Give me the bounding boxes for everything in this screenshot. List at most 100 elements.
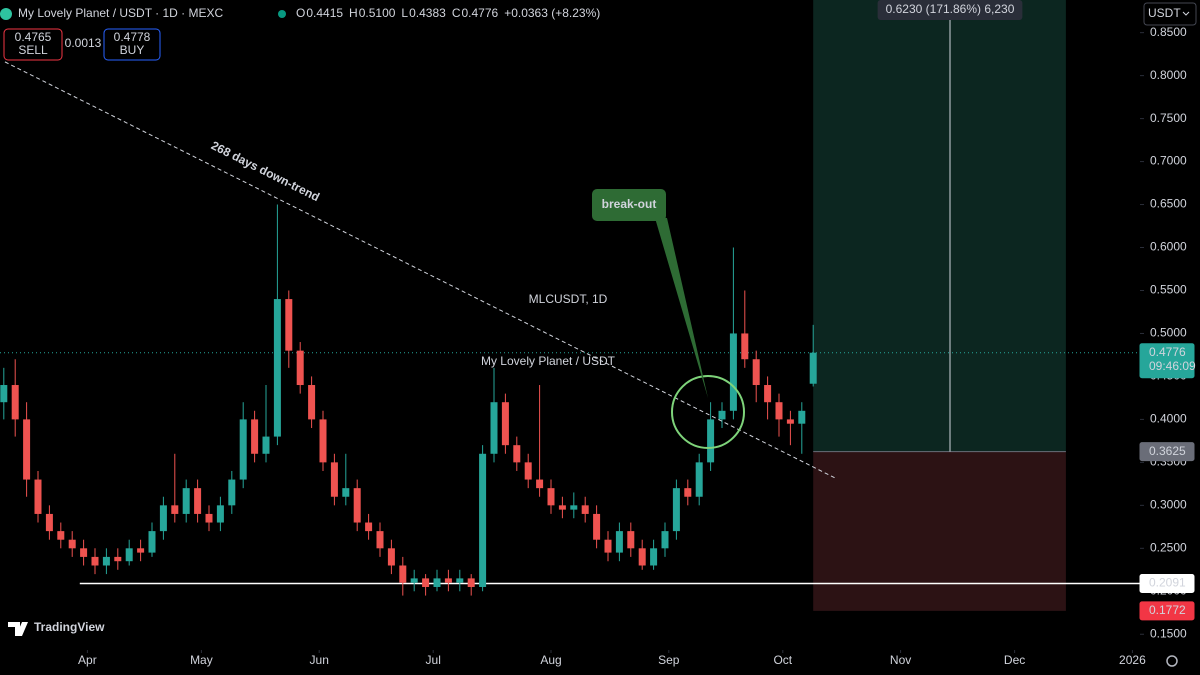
x-tick-label: Oct [773,653,792,667]
support-price: 0.2091 [1149,576,1186,590]
candle-body [444,578,452,583]
y-tick-label: 0.8500 [1150,25,1187,39]
logo-mark [8,622,28,636]
candle-body [410,578,418,583]
y-tick-label: 0.4000 [1150,412,1187,426]
candle-body [547,488,555,506]
candle-body [205,513,213,523]
candle-body [456,578,464,583]
dropdown-arrow [1182,11,1190,16]
candle-body [353,488,361,523]
y-tick-label: 0.5000 [1150,326,1187,340]
symbol-icon [0,8,12,20]
candle-body [148,531,156,553]
logo: TradingView [34,620,105,634]
candle-body [194,488,202,514]
candle-body [273,299,281,437]
candle-body [707,419,715,463]
candle-body [558,505,566,510]
x-tick-label: Jun [310,653,329,667]
measure-label-box [877,0,1023,20]
candle-body [718,410,726,420]
candle-body [786,419,794,424]
candle-body [513,445,521,463]
y-tick-label: 0.6000 [1150,240,1187,254]
candle-body [114,556,122,562]
candle-body [57,531,65,540]
candle-body [330,462,338,497]
y-tick-label: 0.5500 [1150,283,1187,297]
x-tick-label: Aug [540,653,561,667]
candle-body [570,505,578,510]
buy-price[interactable]: 0.4778 [114,30,151,44]
sell-price[interactable]: 0.4765 [15,30,52,44]
candle-body [798,410,806,424]
candle-body [661,531,669,549]
x-tick-label: Jul [426,653,441,667]
candle-body [638,548,646,566]
candle-body [764,385,772,403]
candle-body [752,359,760,386]
candle-body [741,333,749,360]
candle-body [684,488,692,497]
sell-button[interactable] [3,28,63,61]
candle-body [467,578,475,587]
buy-button[interactable] [103,28,161,61]
candle-body [80,548,88,557]
y-tick-label: 0.8000 [1150,68,1187,82]
countdown: 09:46:09 [1149,359,1196,373]
candle-body [729,333,737,411]
sell-label[interactable]: SELL [18,43,48,57]
ohlc-key: O [296,6,305,20]
candle-body [672,488,680,532]
candle-body [376,531,384,549]
settings-icon[interactable] [1166,655,1178,667]
candle-body [125,548,133,562]
currency[interactable]: USDT [1148,6,1181,20]
stop-zone [813,451,1066,611]
candle-body [809,352,817,384]
ohlc-value: 0.5100 [359,6,396,20]
candle-body [182,488,190,514]
candle-body [137,548,145,553]
candle-body [45,513,53,532]
candle-body [536,479,544,489]
ohlc-key: H [349,6,358,20]
y-tick-label: 0.7000 [1150,154,1187,168]
candle-body [308,385,316,420]
change: +0.0363 (+8.23%) [504,6,600,20]
symbol: My Lovely Planet / USDT · 1D · MEXC [18,6,224,20]
candle-body [387,548,395,566]
entry-price: 0.3625 [1149,444,1186,458]
candle-body [68,539,76,549]
candle-body [479,453,487,587]
candle-body [604,539,612,553]
ohlc-value: 0.4383 [409,6,446,20]
candle-body [296,350,304,386]
callout-arrow [655,218,708,398]
x-tick-label: Nov [890,653,911,667]
callout-box [592,189,666,221]
candle-body [228,479,236,506]
last-price: 0.4776 [1149,345,1186,359]
currency-button[interactable] [1143,2,1197,26]
candle-body [615,531,623,553]
ohlc-value: 0.4415 [306,6,343,20]
candle-body [593,513,601,540]
candle-body [501,402,509,446]
y-tick-label: 0.3000 [1150,498,1187,512]
candle-body [319,419,327,463]
ohlc-value: 0.4776 [461,6,498,20]
ohlc-key: L [401,6,408,20]
watermark: MLCUSDT, 1D [529,292,608,306]
candle-body [216,505,224,523]
candle-body [34,479,42,514]
buy-label[interactable]: BUY [120,43,145,57]
measure-label: 0.6230 (171.86%) 6,230 [886,2,1015,16]
candle-body [285,299,293,351]
candle-body [581,505,589,514]
callout-label: break-out [602,197,657,211]
